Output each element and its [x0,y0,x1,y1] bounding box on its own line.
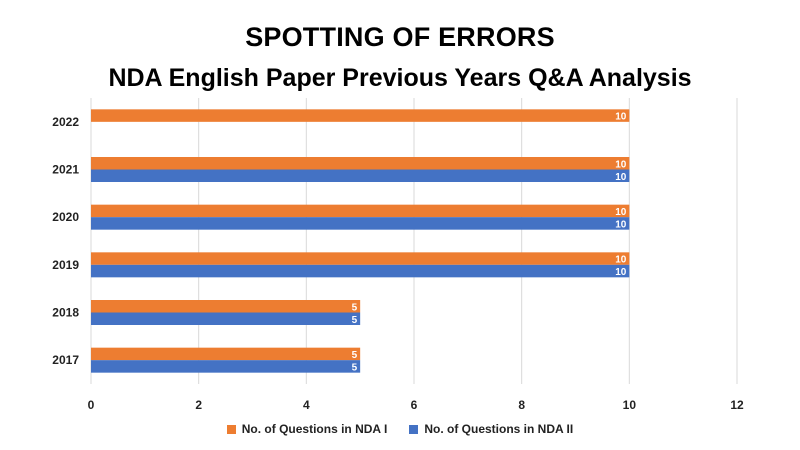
x-tick-label: 12 [730,398,744,412]
bar-data-label: 10 [615,112,627,123]
x-tick-label: 4 [303,398,310,412]
bar [91,300,361,313]
chart-subtitle: NDA English Paper Previous Years Q&A Ana… [108,64,692,92]
x-tick-label: 0 [88,398,95,412]
bar-data-label: 5 [352,350,358,361]
bar [91,252,630,265]
legend-item-nda-2: No. of Questions in NDA II [409,422,573,436]
bar [91,312,361,325]
bar [91,204,630,218]
y-category-label: 2020 [52,210,79,224]
bar-data-label: 10 [615,219,627,230]
legend-item-nda-1: No. of Questions in NDA I [226,422,388,436]
bar [91,169,630,182]
bar [91,347,361,361]
chart-title: SPOTTING OF ERRORS [245,22,555,52]
x-tick-label: 6 [411,398,418,412]
bar [91,264,630,278]
bar [91,360,361,373]
y-category-label: 2022 [52,115,79,129]
bar-data-label: 10 [615,207,627,218]
bar-data-label: 10 [615,172,627,183]
bar-data-label: 5 [352,302,358,313]
legend-label-nda-1: No. of Questions in NDA I [241,422,388,436]
bar-data-label: 10 [615,159,627,170]
bar-data-label: 10 [615,267,627,278]
legend: No. of Questions in NDA I No. of Questio… [0,422,800,436]
y-category-label: 2017 [52,353,79,367]
y-category-label: 2021 [52,163,79,177]
legend-swatch-nda-2 [409,424,419,434]
bar [91,217,630,230]
y-category-label: 2019 [52,258,79,272]
x-tick-label: 10 [623,398,637,412]
bar [91,109,630,122]
bar-data-label: 5 [352,362,358,373]
legend-swatch-nda-1 [226,424,236,434]
y-category-label: 2018 [52,306,79,320]
bar-data-label: 10 [615,255,627,266]
x-tick-label: 8 [518,398,525,412]
x-tick-label: 2 [195,398,202,412]
bar [91,157,630,170]
legend-label-nda-2: No. of Questions in NDA II [424,422,574,436]
bar-data-label: 5 [352,315,358,326]
